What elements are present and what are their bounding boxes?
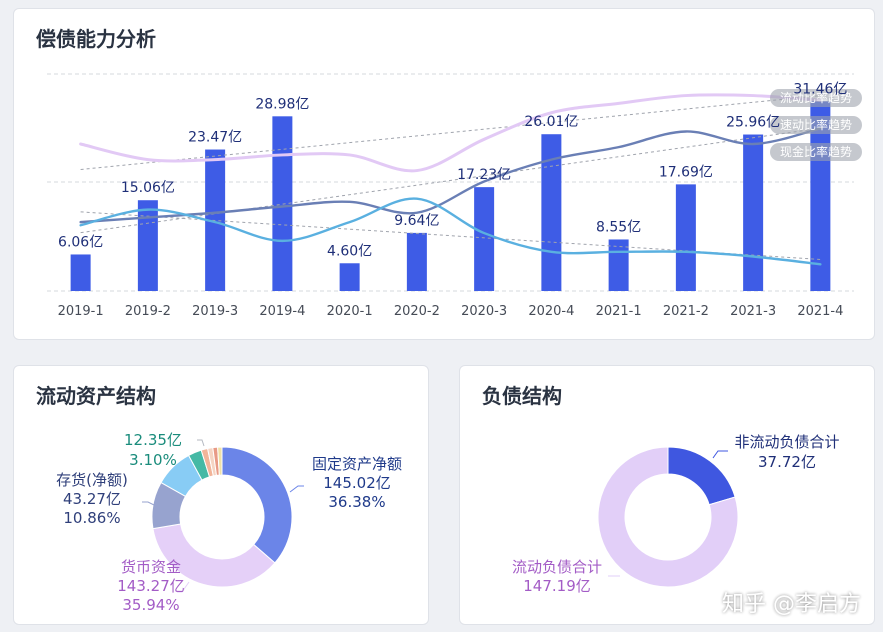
bar: [474, 187, 495, 291]
x-tick-label: 2021-2: [663, 304, 709, 319]
trend-label: 速动比率趋势: [780, 117, 852, 132]
donut-slice: [217, 446, 223, 476]
bar-value-label: 4.60亿: [327, 243, 372, 259]
trend-label-bg: [770, 116, 862, 134]
donut-slice: [152, 523, 276, 588]
leader-line: [177, 581, 190, 593]
donut-slice: [667, 446, 736, 506]
trend-line: [80, 95, 821, 170]
current-assets-card: 流动资产结构 固定资产净额 145.02亿 36.38% 货币资金 143.27亿 35.…: [13, 365, 429, 625]
trend-label-bg: [770, 89, 862, 107]
x-tick-label: 2020-2: [394, 304, 440, 319]
trend-label: 现金比率趋势: [780, 144, 852, 159]
bar: [339, 263, 360, 291]
bar: [70, 254, 91, 291]
slice-label-name: 货币资金: [121, 558, 181, 576]
liability-card: 负债结构 非流动负债合计 37.72亿流动负债合计 147.19亿: [459, 365, 875, 625]
donut-slice: [221, 446, 293, 564]
bar-value-label: 17.23亿: [457, 167, 511, 183]
leader-line: [289, 485, 304, 493]
bar: [406, 232, 427, 291]
x-tick-label: 2021-3: [730, 304, 776, 319]
x-tick-label: 2020-3: [461, 304, 507, 319]
ratio-line: [79, 93, 822, 173]
watermark: 知乎 @李启方: [722, 592, 861, 617]
trend-line: [80, 127, 821, 234]
bar-value-label: 25.96亿: [726, 115, 780, 131]
leader-line: [142, 501, 157, 507]
slice-label-percent: 35.94%: [122, 596, 179, 614]
leader-line: [712, 450, 728, 459]
liability-title: 负债结构: [482, 384, 562, 408]
x-tick-label: 2020-4: [528, 304, 574, 319]
slice-label-name: 固定资产净额: [312, 455, 402, 473]
bar-value-label: 17.69亿: [659, 164, 713, 180]
bar: [675, 184, 696, 291]
slice-label-amount: 145.02亿: [323, 474, 391, 492]
slice-label-name: 流动负债合计: [512, 558, 602, 576]
slice-label-amount: 147.19亿: [523, 577, 591, 595]
slice-label-percent: 10.86%: [63, 509, 120, 527]
solvency-card: 偿债能力分析 流动比率趋势 速动比率趋势 现金比率趋势 6.06亿 15.06亿 23.4…: [13, 8, 875, 340]
x-tick-label: 2020-1: [327, 304, 373, 319]
ratio-line: [79, 197, 822, 266]
bar-value-label: 23.47亿: [188, 130, 242, 146]
x-tick-label: 2019-1: [58, 304, 104, 319]
x-tick-label: 2019-4: [259, 304, 305, 319]
x-tick-label: 2019-2: [125, 304, 171, 319]
x-tick-label: 2021-4: [797, 304, 843, 319]
donut-slice: [597, 446, 739, 588]
bar-value-label: 6.06亿: [58, 234, 103, 250]
slice-label-amount: 12.35亿: [124, 431, 182, 449]
slice-label-percent: 3.10%: [129, 451, 177, 469]
slice-label-percent: 36.38%: [328, 493, 385, 511]
bar-value-label: 15.06亿: [121, 180, 175, 196]
current-assets-title: 流动资产结构: [36, 384, 156, 408]
slice-label-amount: 143.27亿: [117, 577, 185, 595]
bar-value-label: 26.01亿: [524, 114, 578, 130]
x-tick-label: 2021-1: [596, 304, 642, 319]
ratio-line: [79, 127, 822, 224]
trend-label-bg: [770, 143, 862, 161]
solvency-title: 偿债能力分析: [36, 27, 156, 51]
trend-label: 流动比率趋势: [780, 90, 852, 105]
bar-value-label: 28.98亿: [255, 96, 309, 112]
bar-value-label: 31.46亿: [793, 81, 847, 97]
bar: [137, 200, 158, 291]
bar: [272, 116, 293, 291]
bar: [743, 134, 764, 291]
slice-label-amount: 37.72亿: [758, 453, 816, 471]
bar-value-label: 9.64亿: [394, 213, 439, 229]
leader-line: [197, 439, 205, 447]
slice-label-name: 非流动负债合计: [734, 433, 839, 451]
x-tick-label: 2019-3: [192, 304, 238, 319]
slice-label-amount: 43.27亿: [63, 490, 121, 508]
bar-value-label: 8.55亿: [596, 219, 641, 235]
slice-label-name: 存货(净额): [56, 471, 128, 489]
